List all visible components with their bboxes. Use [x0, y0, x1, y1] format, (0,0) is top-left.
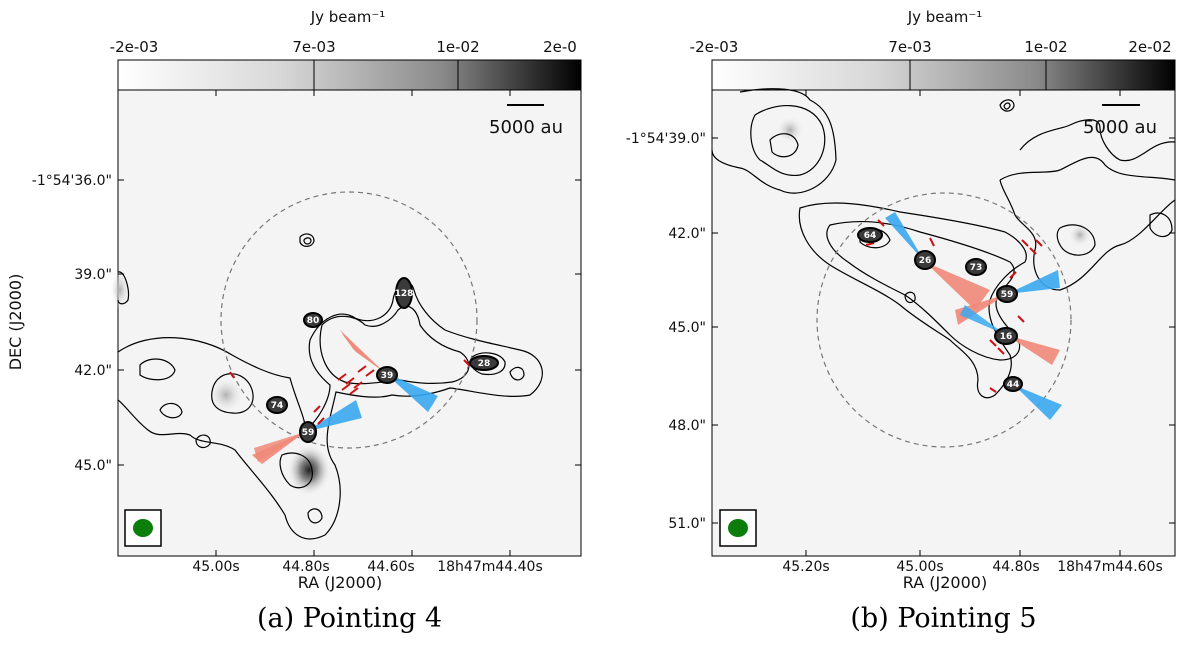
colorbar-tick: 7e-03 — [888, 38, 931, 56]
colorbar-tick: 2e-02 — [1128, 38, 1171, 56]
ticks — [118, 90, 581, 556]
outflow-blue-lobe — [1014, 385, 1062, 420]
beam-ellipse — [133, 519, 153, 537]
dec-tick-label: -1°54'36.0" — [32, 173, 112, 189]
ra-tick-label: 18h47m44.60s — [1057, 559, 1163, 575]
colorbar-tick: 2e-0 — [543, 38, 577, 56]
ra-tick-label: 44.80s — [992, 559, 1039, 575]
colorbar-tick: 1e-02 — [436, 38, 479, 56]
x-axis-label: RA (J2000) — [298, 573, 382, 592]
source-label: 59 — [302, 428, 315, 438]
dec-tick-label: 45.0" — [74, 458, 112, 474]
source-label: 73 — [970, 263, 983, 273]
source-label: 74 — [271, 401, 284, 411]
colorbar-tick: -2e-03 — [110, 38, 159, 56]
colorbar-tick: -2e-03 — [690, 38, 739, 56]
image-frame — [117, 89, 582, 557]
ra-tick-label: 44.60s — [367, 559, 414, 575]
dec-tick-label: 51.0" — [668, 516, 706, 532]
scale-bar-label: 5000 au — [1083, 117, 1157, 138]
ra-tick-label: 45.00s — [192, 559, 239, 575]
outflow-red-lobe — [340, 330, 384, 372]
dec-tick-label: 39.0" — [74, 267, 112, 283]
polarization-vectors — [229, 359, 471, 425]
contours — [117, 233, 543, 540]
ra-tick-label: 44.80s — [282, 559, 329, 575]
caption-a: (a) Pointing 4 — [256, 603, 443, 634]
dec-tick-label: 42.0" — [74, 363, 112, 379]
caption-b: (b) Pointing 5 — [850, 603, 1037, 634]
source-label: 16 — [1000, 332, 1013, 342]
source-label: 39 — [381, 371, 394, 381]
beam-ellipse — [728, 519, 748, 537]
scale-bar-label: 5000 au — [489, 117, 563, 138]
panel-b: Jy beam⁻¹ -2e-03 7e-03 1e-02 2e-02 — [626, 8, 1176, 592]
dec-tick-label: -1°54'39.0" — [626, 131, 706, 147]
image-frame — [711, 89, 1176, 557]
outflow-blue-lobe — [885, 212, 925, 262]
colorbar — [117, 59, 582, 91]
outflow-red-lobe — [1006, 335, 1060, 365]
ra-tick-label: 18h47m44.40s — [437, 559, 543, 575]
primary-beam-circle — [816, 192, 1072, 448]
source-label: 44 — [1007, 380, 1020, 390]
colorbar-tick: 7e-03 — [292, 38, 335, 56]
outflow-blue-lobe — [960, 305, 1006, 335]
source-label: 80 — [307, 316, 320, 326]
source-label: 64 — [864, 231, 877, 241]
beam-box — [719, 509, 757, 547]
colorbar-label: Jy beam⁻¹ — [907, 8, 983, 26]
polarization-vectors — [865, 219, 1043, 393]
source-markers: 64 26 73 59 16 44 — [857, 227, 1023, 392]
outflow-blue-lobe — [1007, 270, 1060, 294]
source-label: 26 — [919, 256, 932, 266]
source-label: 59 — [1001, 290, 1014, 300]
colorbar — [711, 59, 1176, 91]
dec-tick-label: 42.0" — [668, 226, 706, 242]
outflow-blue-lobe — [384, 372, 438, 412]
ticks — [712, 90, 1175, 556]
dec-tick-label: 45.0" — [668, 320, 706, 336]
primary-beam-circle — [220, 191, 478, 449]
source-label: 28 — [478, 359, 491, 369]
beam-box — [124, 509, 162, 547]
dec-tick-label: 48.0" — [668, 418, 706, 434]
panel-a: Jy beam⁻¹ -2e-03 7e-03 1e-02 2e-0 — [6, 8, 582, 592]
source-label: 128 — [395, 289, 414, 299]
colorbar-tick: 1e-02 — [1024, 38, 1067, 56]
contours — [711, 88, 1176, 399]
ra-tick-label: 45.00s — [896, 559, 943, 575]
y-axis-label: DEC (J2000) — [6, 274, 25, 371]
outflow-red-lobe — [925, 262, 990, 310]
ra-tick-label: 45.20s — [782, 559, 829, 575]
source-markers: 74 59 39 80 128 28 — [266, 277, 499, 443]
x-axis-label: RA (J2000) — [903, 573, 987, 592]
colorbar-label: Jy beam⁻¹ — [310, 8, 386, 26]
